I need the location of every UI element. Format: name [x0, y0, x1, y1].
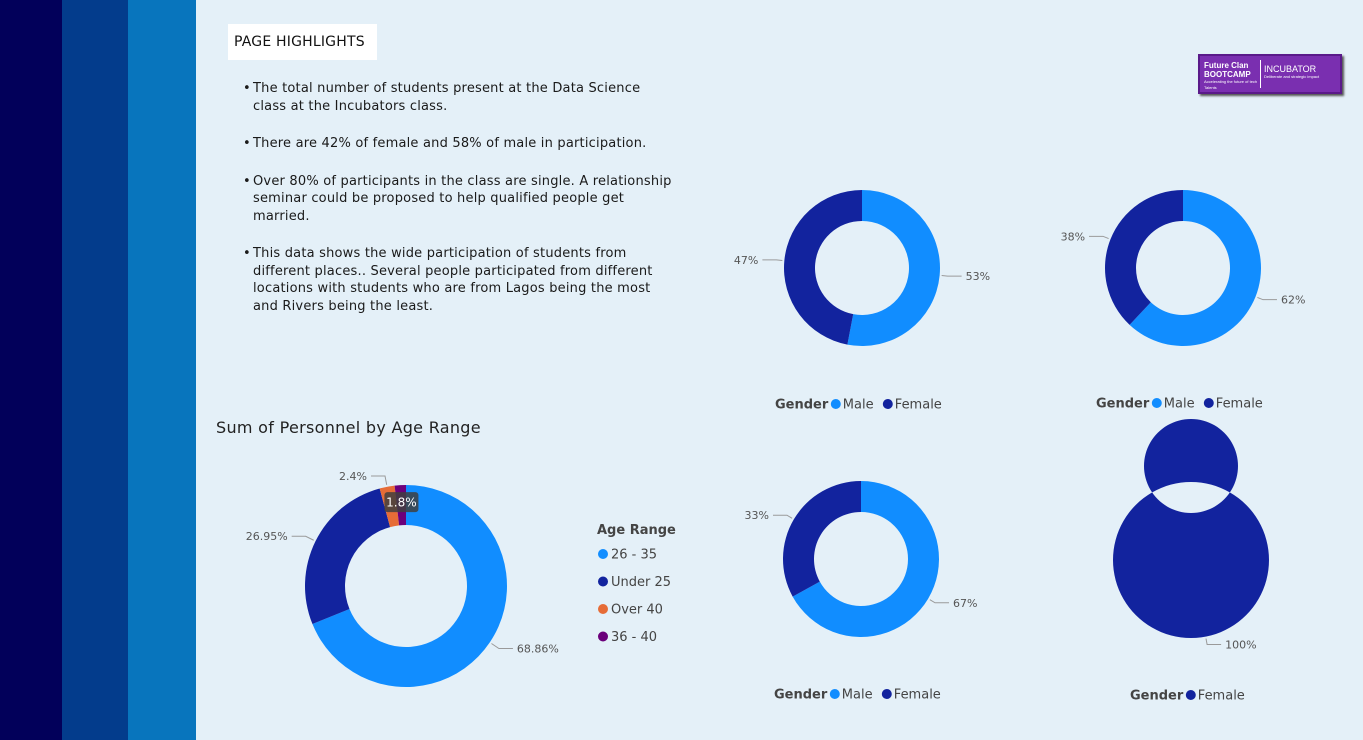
- logo-separator: [1260, 60, 1261, 88]
- logo-bootcamp-text: Future Clan BOOTCAMP Accelerating the fu…: [1204, 61, 1258, 91]
- highlight-bullet: This data shows the wide participation o…: [243, 245, 673, 315]
- nav-band-2: [62, 0, 128, 740]
- highlight-bullet: The total number of students present at …: [243, 80, 673, 115]
- bootcamp-logo: Future Clan BOOTCAMP Accelerating the fu…: [1198, 54, 1342, 94]
- highlights-list: The total number of students present at …: [243, 80, 673, 335]
- nav-band-1: [0, 0, 62, 740]
- nav-band-3: [128, 0, 196, 740]
- page-highlights-title: PAGE HIGHLIGHTS: [228, 24, 377, 60]
- highlight-bullet: Over 80% of participants in the class ar…: [243, 173, 673, 226]
- highlight-bullet: There are 42% of female and 58% of male …: [243, 135, 673, 153]
- logo-line1: Future Clan: [1204, 61, 1249, 70]
- logo-left-tag: Accelerating the future of tech Talents: [1204, 79, 1258, 90]
- age-range-chart-title: Sum of Personnel by Age Range: [216, 418, 481, 437]
- logo-line2: BOOTCAMP: [1204, 70, 1251, 79]
- logo-incubator-text: INCUBATOR Deliberate and strategic impac…: [1264, 64, 1319, 80]
- logo-right-text: INCUBATOR: [1264, 64, 1317, 74]
- logo-right-tag: Deliberate and strategic impact: [1264, 74, 1320, 79]
